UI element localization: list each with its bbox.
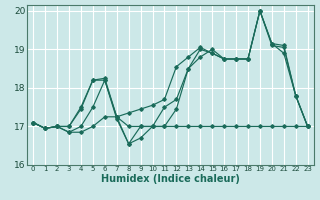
X-axis label: Humidex (Indice chaleur): Humidex (Indice chaleur) xyxy=(101,174,240,184)
